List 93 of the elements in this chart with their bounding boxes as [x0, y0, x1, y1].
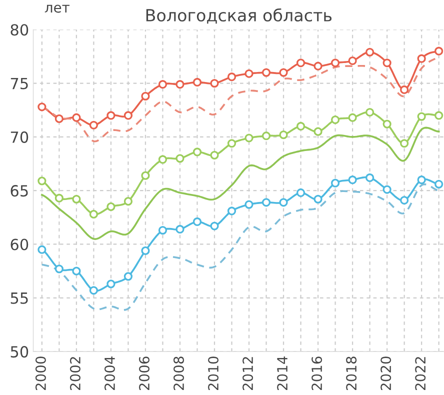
point — [382, 120, 392, 128]
point — [400, 139, 409, 148]
y-tick-label: 60 — [10, 238, 28, 250]
y-tick-label: 50 — [10, 346, 28, 358]
y-tick-label: 75 — [10, 78, 28, 90]
x-tick-label: 2022 — [415, 357, 426, 390]
x-tick-label: 2010 — [208, 356, 219, 390]
point — [296, 122, 306, 131]
point — [382, 185, 392, 194]
point — [365, 108, 374, 117]
point — [38, 102, 46, 112]
point — [158, 80, 168, 89]
point — [124, 272, 133, 281]
point — [348, 113, 357, 122]
x-tick-label: 2012 — [242, 357, 254, 390]
point — [141, 171, 150, 180]
point — [365, 173, 374, 182]
x-tick-label: 2014 — [277, 356, 288, 390]
point — [262, 132, 271, 140]
point — [210, 222, 219, 230]
x-tick-label: 2002 — [70, 357, 80, 390]
point — [314, 62, 322, 70]
point — [192, 78, 202, 87]
point — [417, 176, 426, 184]
point — [262, 198, 271, 207]
point — [348, 56, 357, 66]
point — [244, 200, 254, 209]
point — [296, 188, 306, 198]
point — [434, 46, 444, 56]
point — [106, 111, 116, 120]
point — [176, 154, 184, 163]
point — [89, 286, 98, 295]
point — [158, 155, 168, 164]
point — [38, 245, 46, 254]
point — [365, 48, 374, 56]
point — [176, 80, 184, 89]
point — [89, 210, 98, 219]
point — [176, 224, 184, 234]
point — [124, 111, 133, 120]
point — [279, 130, 288, 140]
point — [262, 68, 271, 77]
point — [348, 176, 357, 184]
point — [434, 111, 444, 120]
point — [106, 202, 116, 211]
x-tick-label: 2000 — [35, 356, 46, 390]
point — [330, 115, 340, 124]
x-tick-label: 2020 — [380, 356, 392, 390]
point — [54, 264, 64, 274]
point — [158, 226, 168, 235]
x-tick-label: 2016 — [312, 356, 322, 390]
point — [279, 68, 288, 77]
point — [330, 178, 340, 188]
point — [400, 196, 409, 205]
x-tick-label: 2018 — [346, 356, 357, 390]
point — [227, 206, 236, 216]
point — [227, 139, 236, 148]
point — [192, 217, 202, 226]
point — [89, 120, 98, 130]
point — [244, 69, 254, 78]
point — [382, 58, 392, 68]
point — [192, 148, 202, 156]
point — [330, 58, 340, 68]
point — [54, 114, 64, 123]
y-axis-title: лет — [44, 4, 70, 13]
point — [72, 194, 81, 204]
point — [106, 280, 116, 288]
point — [210, 78, 219, 88]
chart-title: Вологодская область — [146, 8, 332, 24]
point — [244, 134, 254, 142]
point — [72, 266, 81, 276]
x-tick-label: 2006 — [138, 356, 150, 390]
x-tick-label: 2004 — [104, 356, 115, 390]
point — [417, 54, 426, 63]
point — [296, 58, 306, 68]
y-tick-label: 70 — [10, 131, 28, 143]
point — [210, 150, 219, 160]
point — [434, 180, 444, 188]
y-tick-label: 55 — [10, 292, 28, 304]
y-tick-label: 80 — [10, 24, 28, 36]
point — [124, 197, 133, 206]
point — [141, 246, 150, 255]
point — [314, 127, 322, 136]
point — [279, 198, 288, 207]
point — [38, 176, 46, 186]
point — [227, 72, 236, 82]
point — [314, 194, 322, 204]
point — [72, 113, 81, 122]
point — [400, 85, 409, 94]
point — [54, 194, 64, 202]
x-tick-label: 2008 — [174, 356, 184, 390]
point — [417, 112, 426, 121]
y-tick-label: 65 — [10, 185, 28, 197]
point — [141, 92, 150, 100]
